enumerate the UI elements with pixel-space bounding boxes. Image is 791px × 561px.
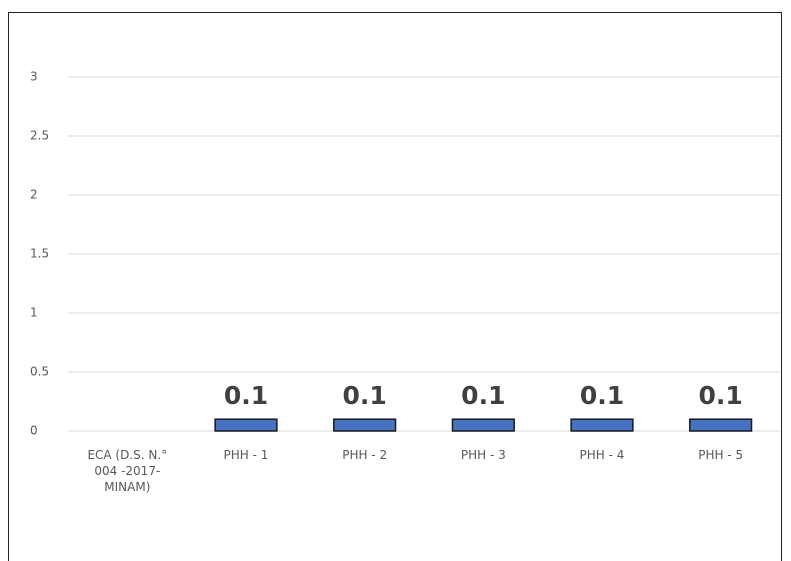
data-label: 0.1	[580, 381, 624, 410]
bar	[214, 418, 278, 432]
y-tick-label: 2.5	[30, 129, 49, 143]
x-tick-label: ECA (D.S. N.° 004 -2017- MINAM)	[87, 448, 168, 494]
x-tick-label: PHH - 1	[223, 448, 269, 462]
y-tick-label: 0	[30, 424, 38, 438]
data-label: 0.1	[343, 381, 387, 410]
bar	[689, 418, 753, 432]
data-label: 0.1	[461, 381, 505, 410]
y-tick-label: 1.5	[30, 247, 49, 261]
x-tick-label: PHH - 4	[579, 448, 625, 462]
data-label: 0.1	[699, 381, 743, 410]
y-tick-label: 3	[30, 70, 38, 84]
bar	[570, 418, 634, 432]
chart-frame	[8, 12, 782, 561]
bar	[333, 418, 397, 432]
y-tick-label: 0.5	[30, 365, 49, 379]
x-tick-label: PHH - 2	[342, 448, 388, 462]
y-tick-label: 2	[30, 188, 38, 202]
x-tick-label: PHH - 3	[460, 448, 506, 462]
x-tick-label: PHH - 5	[698, 448, 744, 462]
y-tick-label: 1	[30, 306, 38, 320]
bar	[451, 418, 515, 432]
data-label: 0.1	[224, 381, 268, 410]
